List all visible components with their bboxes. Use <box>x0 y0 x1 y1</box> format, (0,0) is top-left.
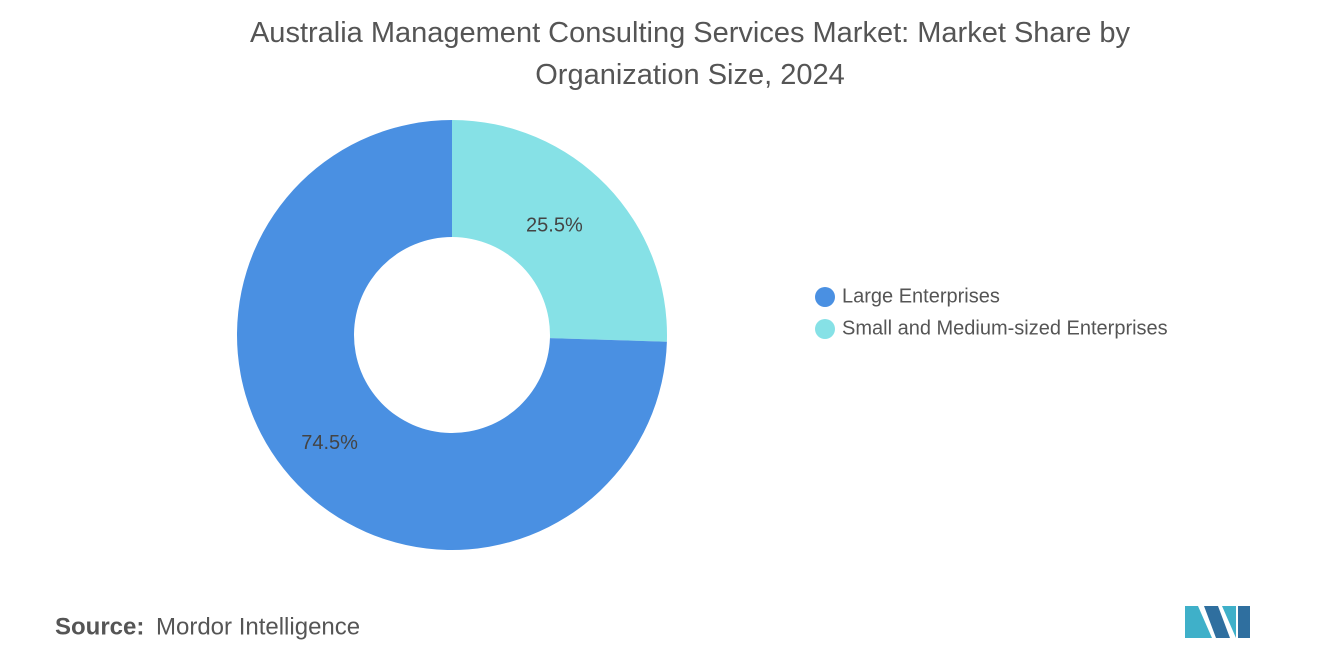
legend-label: Large Enterprises <box>842 285 1000 307</box>
source-label: Source: <box>55 613 144 640</box>
donut-slice <box>452 120 667 342</box>
logo <box>1185 606 1250 638</box>
data-label: 25.5% <box>526 214 583 236</box>
donut-slice <box>237 120 667 550</box>
legend-label: Small and Medium-sized Enterprises <box>842 317 1168 339</box>
data-label: 74.5% <box>301 432 358 454</box>
legend-marker <box>815 319 835 339</box>
source: Mordor Intelligence <box>156 613 360 640</box>
legend-marker <box>815 287 835 307</box>
chart-title: Australia Management Consulting Services… <box>249 17 1131 91</box>
